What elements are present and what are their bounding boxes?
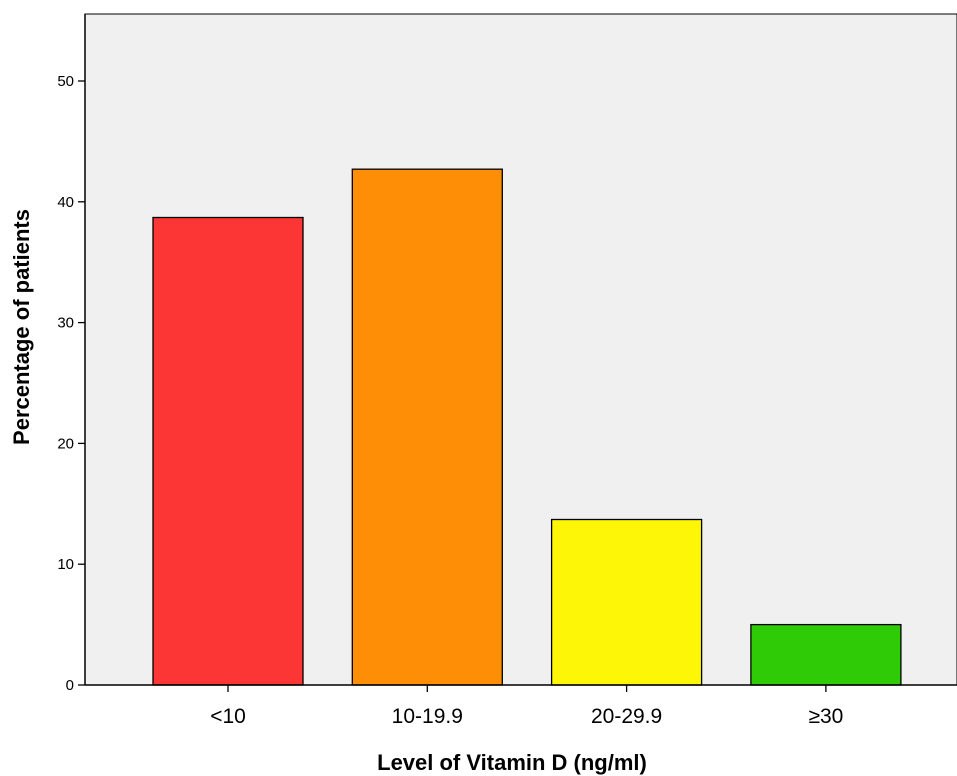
x-axis-title: Level of Vitamin D (ng/ml): [377, 750, 647, 775]
y-tick-label: 20: [57, 435, 74, 452]
x-tick-label: <10: [210, 705, 246, 728]
x-ticks-group: <10 10-19.9 20-29.9 ≥30: [210, 685, 843, 728]
y-axis-title: Percentage of patients: [9, 209, 34, 445]
bar-3: [750, 623, 902, 686]
y-tick-label: 50: [57, 73, 74, 90]
y-tick-label: 40: [57, 194, 74, 211]
y-tick-label: 10: [57, 556, 74, 573]
y-tick-label: 0: [66, 677, 74, 694]
y-tick-label: 30: [57, 315, 74, 332]
x-tick-label: ≥30: [808, 705, 843, 728]
x-tick-label: 10-19.9: [392, 705, 463, 728]
x-tick-label: 20-29.9: [591, 705, 662, 728]
bar-2: [550, 518, 703, 686]
bar-1: [351, 168, 503, 686]
y-ticks-group: 0 10 20 30 40 50: [57, 73, 85, 694]
bar-0: [152, 216, 304, 686]
